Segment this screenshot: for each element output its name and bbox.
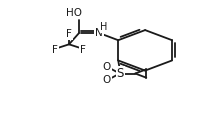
Text: S: S bbox=[117, 67, 124, 80]
Text: O: O bbox=[103, 75, 111, 85]
Text: N: N bbox=[95, 28, 103, 38]
Text: H: H bbox=[100, 22, 108, 32]
Text: F: F bbox=[52, 45, 58, 55]
Text: O: O bbox=[103, 62, 111, 72]
Text: F: F bbox=[80, 45, 86, 55]
Text: F: F bbox=[66, 29, 72, 39]
Text: HO: HO bbox=[66, 8, 82, 18]
